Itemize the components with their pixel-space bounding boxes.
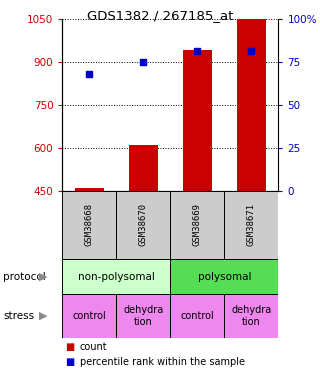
Text: dehydra
tion: dehydra tion (231, 305, 272, 327)
Bar (116, 191, 171, 259)
Text: GSM38668: GSM38668 (85, 204, 94, 246)
Text: control: control (180, 311, 214, 321)
Bar (62, 191, 116, 259)
Bar (62, 294, 116, 338)
Bar (171, 294, 224, 338)
Point (249, 48, 254, 54)
Bar (171, 191, 224, 259)
Text: count: count (80, 342, 108, 352)
Text: GSM38671: GSM38671 (247, 204, 256, 246)
Text: stress: stress (3, 311, 34, 321)
Bar (62, 259, 171, 294)
Bar (75, 188, 104, 191)
Text: ▶: ▶ (39, 272, 47, 282)
Bar (129, 145, 158, 191)
Text: ■: ■ (66, 342, 75, 352)
Text: percentile rank within the sample: percentile rank within the sample (80, 357, 245, 367)
Point (87, 71, 92, 77)
Bar (182, 50, 212, 191)
Bar (224, 294, 278, 338)
Text: GDS1382 / 267185_at: GDS1382 / 267185_at (87, 9, 233, 22)
Bar (224, 191, 278, 259)
Text: polysomal: polysomal (198, 272, 251, 282)
Bar (171, 259, 278, 294)
Point (141, 59, 146, 65)
Text: GSM38669: GSM38669 (193, 204, 202, 246)
Text: GSM38670: GSM38670 (139, 204, 148, 246)
Bar (116, 294, 171, 338)
Text: non-polysomal: non-polysomal (78, 272, 155, 282)
Bar (236, 20, 266, 191)
Text: protocol: protocol (3, 272, 46, 282)
Text: ▶: ▶ (39, 311, 47, 321)
Text: control: control (73, 311, 106, 321)
Text: dehydra
tion: dehydra tion (123, 305, 164, 327)
Point (195, 48, 200, 54)
Text: ■: ■ (66, 357, 75, 367)
